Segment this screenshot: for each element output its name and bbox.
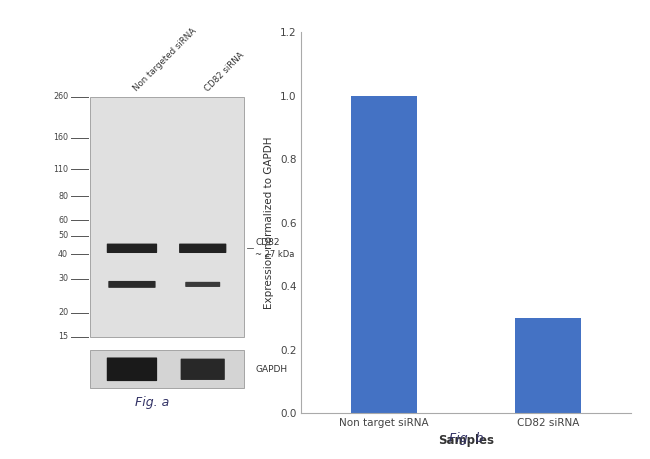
FancyBboxPatch shape [185, 282, 220, 287]
Text: ~ 27 kDa: ~ 27 kDa [255, 250, 295, 258]
Text: CD82 siRNA: CD82 siRNA [203, 50, 246, 93]
Text: 260: 260 [53, 92, 68, 101]
Text: 50: 50 [58, 231, 68, 240]
Bar [90, 350, 244, 388]
Bar [515, 318, 581, 413]
FancyBboxPatch shape [107, 244, 157, 253]
Text: GAPDH: GAPDH [255, 365, 287, 374]
X-axis label: Samples: Samples [438, 433, 494, 447]
FancyBboxPatch shape [181, 358, 225, 380]
Text: 20: 20 [58, 308, 68, 317]
Text: 60: 60 [58, 216, 68, 225]
Text: Fig. a: Fig. a [135, 396, 169, 409]
Y-axis label: Expression normalized to GAPDH: Expression normalized to GAPDH [265, 136, 274, 309]
Text: Fig. b: Fig. b [448, 432, 483, 445]
FancyBboxPatch shape [107, 358, 157, 381]
Text: 80: 80 [58, 191, 68, 201]
FancyBboxPatch shape [179, 244, 226, 253]
Text: 40: 40 [58, 250, 68, 259]
Text: 160: 160 [53, 133, 68, 142]
Text: Non targeted siRNA: Non targeted siRNA [132, 27, 198, 93]
Text: CD82: CD82 [255, 238, 280, 247]
Text: 30: 30 [58, 274, 68, 283]
Text: 15: 15 [58, 332, 68, 341]
Bar [351, 95, 417, 413]
FancyBboxPatch shape [109, 281, 155, 288]
Text: 110: 110 [53, 165, 68, 174]
Bar [90, 97, 244, 337]
